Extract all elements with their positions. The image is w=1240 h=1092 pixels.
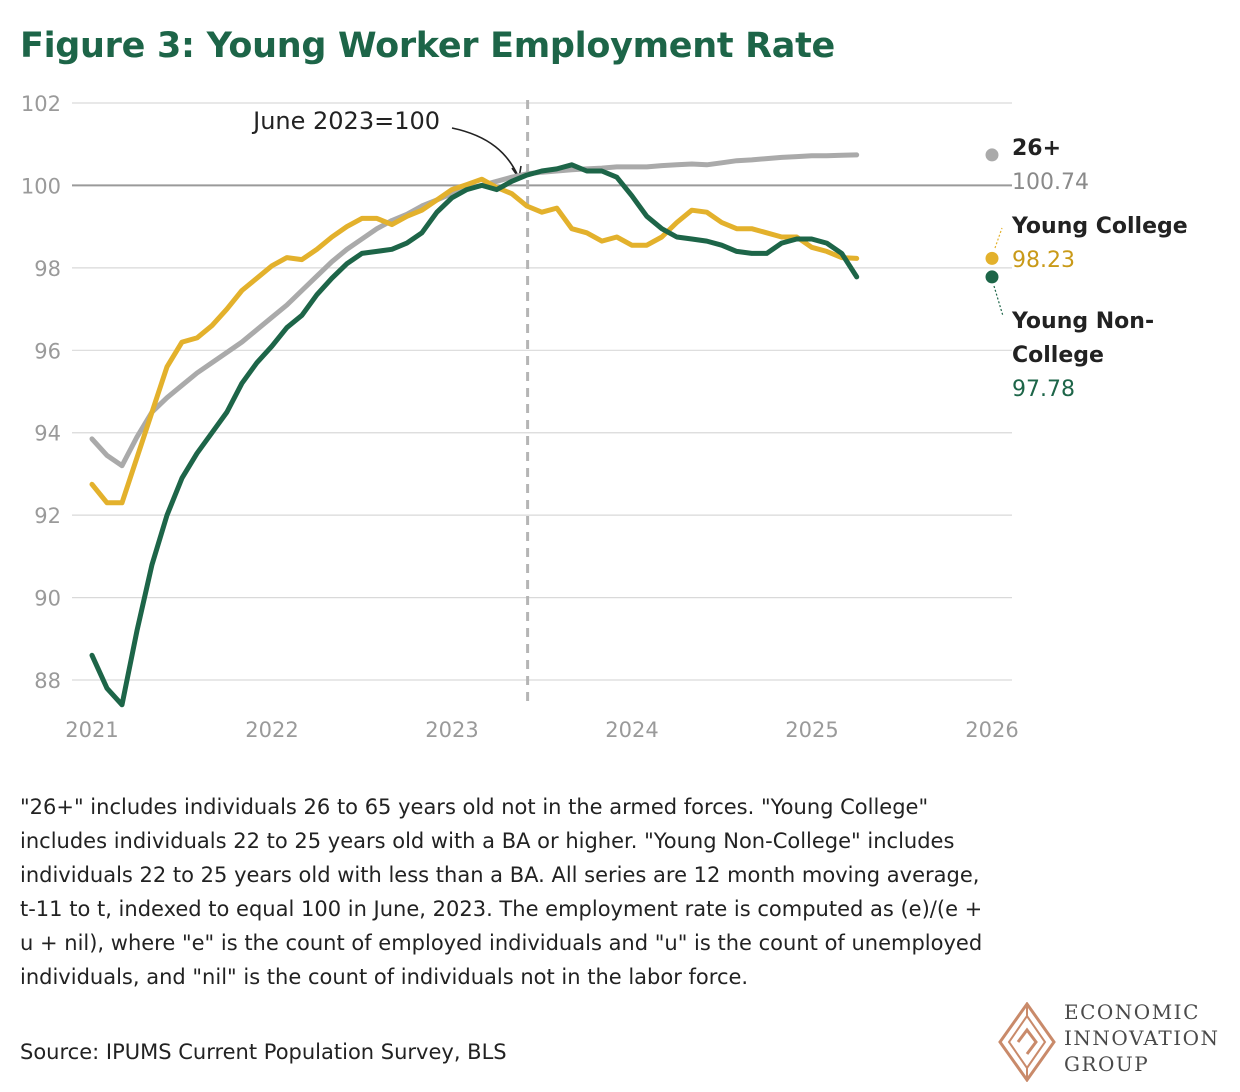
eig-logo: ECONOMIC INNOVATION GROUP	[998, 998, 1234, 1088]
x-tick-label: 2025	[785, 718, 838, 742]
series-label-young-non-college-1: Young Non-	[1011, 309, 1154, 334]
y-tick-label: 90	[34, 587, 61, 611]
x-tick-label: 2022	[245, 718, 298, 742]
chart-footnote: "26+" includes individuals 26 to 65 year…	[20, 795, 983, 989]
x-tick-label: 2021	[65, 718, 118, 742]
logo-text-line-3: GROUP	[1064, 1052, 1150, 1076]
reference-line-group: June 2023=100	[251, 100, 530, 708]
series-end-marker	[985, 270, 999, 284]
logo-text-line-1: ECONOMIC	[1064, 1000, 1200, 1024]
series-end-marker	[985, 148, 999, 162]
x-tick-label: 2024	[605, 718, 658, 742]
series-label-26plus: 26+	[1012, 136, 1061, 161]
series-lines	[89, 148, 999, 708]
chart-title: Figure 3: Young Worker Employment Rate	[20, 26, 835, 66]
series-label-young-non-college-2: College	[1012, 343, 1104, 368]
series-value-26plus: 100.74	[1012, 170, 1089, 195]
y-tick-label: 96	[34, 339, 61, 363]
y-tick-label: 88	[34, 669, 61, 693]
y-axis-tick-labels: 88 90 92 94 96 98 100 102	[21, 92, 61, 693]
x-tick-label: 2023	[425, 718, 478, 742]
y-tick-label: 98	[34, 257, 61, 281]
series-value-young-non-college: 97.78	[1012, 377, 1075, 402]
series-end-labels: 26+ 100.74 Young College 98.23 Young Non- Col…	[993, 136, 1188, 402]
logo-text-line-2: INNOVATION	[1064, 1026, 1220, 1050]
diamond-logo-icon	[998, 1002, 1056, 1082]
gridlines	[72, 102, 1012, 681]
source-note: Source: IPUMS Current Population Survey,…	[20, 1040, 507, 1064]
x-tick-label: 2026	[965, 718, 1018, 742]
leader-young-college	[994, 227, 1003, 249]
series-label-young-college: Young College	[1011, 214, 1188, 239]
y-tick-label: 92	[34, 504, 61, 528]
series-value-young-college: 98.23	[1012, 248, 1075, 273]
y-tick-label: 94	[34, 422, 61, 446]
series-line-2	[89, 162, 860, 708]
series-end-marker	[985, 251, 999, 265]
leader-young-non-college	[993, 285, 1004, 317]
x-axis-tick-labels: 2021 2022 2023 2024 2025 2026	[65, 718, 1018, 742]
y-tick-label: 102	[21, 92, 61, 116]
series-line-0	[89, 152, 860, 469]
annotation-arrow	[451, 127, 519, 177]
y-tick-label: 100	[21, 174, 61, 198]
reference-annotation: June 2023=100	[251, 107, 440, 135]
series-line-1	[89, 176, 860, 506]
